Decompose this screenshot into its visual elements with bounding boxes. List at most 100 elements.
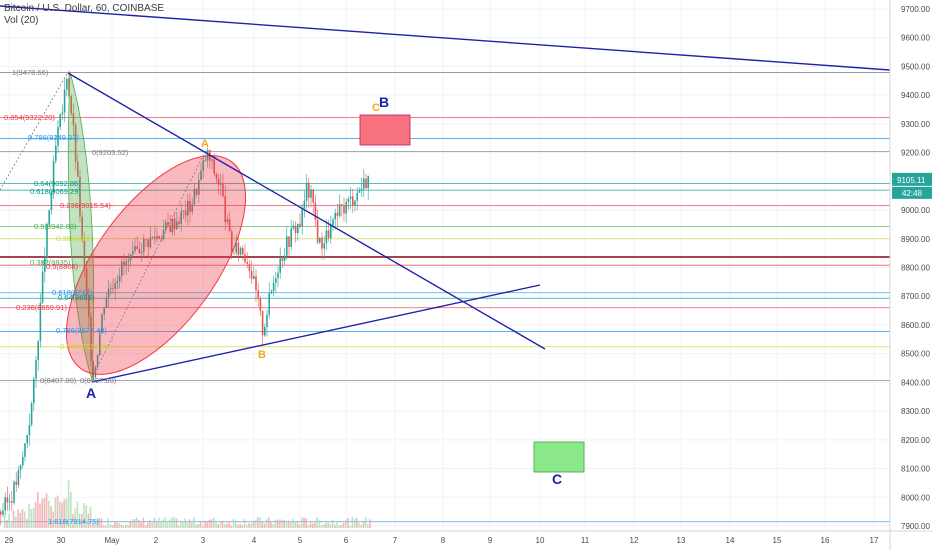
volume-bar xyxy=(45,493,48,528)
volume-bar xyxy=(243,519,246,528)
volume-bar xyxy=(325,522,327,528)
candle-body xyxy=(15,481,17,485)
volume-bar xyxy=(219,521,222,528)
time-axis-tick: 30 xyxy=(57,536,66,545)
candle-body xyxy=(270,291,273,294)
volume-bar xyxy=(252,521,255,528)
volume-bar xyxy=(294,520,296,528)
point-b-orange-label: B xyxy=(258,349,266,361)
fib-level-label: 0.64(8693) xyxy=(58,293,95,302)
volume-bar xyxy=(37,491,39,528)
candle-body xyxy=(239,247,242,255)
candle-body xyxy=(338,204,341,216)
trendline-upper[interactable] xyxy=(0,5,891,71)
time-axis-tick: 29 xyxy=(5,536,14,545)
volume-bar xyxy=(230,525,233,528)
candle-body xyxy=(336,212,339,216)
candle-body xyxy=(63,89,66,113)
red-ellipse-shape[interactable] xyxy=(32,126,280,404)
fib-level-label: 0.38(8900) xyxy=(56,234,93,243)
candle-body xyxy=(264,327,266,336)
candle-body xyxy=(343,205,345,214)
volume-bar xyxy=(327,521,329,528)
candle-body xyxy=(169,225,171,233)
volume-bar xyxy=(276,519,279,528)
volume-bar xyxy=(274,520,277,528)
volume-bar xyxy=(292,519,294,528)
green-pattern-shape[interactable] xyxy=(67,71,95,381)
volume-bar xyxy=(118,522,120,528)
candle-body xyxy=(26,435,28,444)
volume-bar xyxy=(149,520,151,528)
point-c-orange-label: C xyxy=(372,102,380,114)
candle-body xyxy=(154,236,156,239)
volume-bar xyxy=(336,521,338,528)
candle-body xyxy=(231,231,233,253)
time-axis-tick: 4 xyxy=(252,536,257,545)
candle-body xyxy=(211,159,213,161)
trendline-ascending[interactable] xyxy=(91,284,541,383)
candle-body xyxy=(228,219,231,232)
volume-bar xyxy=(151,522,153,528)
volume-bar xyxy=(217,524,219,528)
volume-bar xyxy=(129,521,131,528)
candle-body xyxy=(13,481,15,503)
point-c-blue-label: C xyxy=(552,471,562,487)
candle-body xyxy=(233,252,235,254)
candle-body xyxy=(200,170,202,181)
volume-bar xyxy=(340,524,343,528)
target-box-red[interactable] xyxy=(359,114,411,146)
candle-body xyxy=(198,180,200,195)
candle-body xyxy=(182,210,185,212)
volume-bar xyxy=(162,519,164,528)
volume-bar xyxy=(307,524,310,528)
candle-body xyxy=(72,113,75,125)
target-box-green[interactable] xyxy=(533,441,585,473)
candle-body xyxy=(226,219,229,223)
volume-bar xyxy=(248,523,250,528)
candle-body xyxy=(301,208,303,227)
time-axis-tick: 14 xyxy=(726,536,735,545)
trendline-descending[interactable] xyxy=(67,72,546,350)
price-axis-tick: 8300.00 xyxy=(901,407,930,416)
price-axis-tick: 8400.00 xyxy=(901,378,930,387)
volume-bar xyxy=(177,524,180,528)
time-axis-tick: 12 xyxy=(630,536,639,545)
volume-bar xyxy=(283,520,285,528)
candle-body xyxy=(123,261,125,266)
candle-body xyxy=(352,196,354,206)
volume-bar xyxy=(265,519,268,528)
candle-body xyxy=(358,190,361,193)
candle-body xyxy=(314,202,317,220)
symbol-title[interactable]: Bitcoin / U.S. Dollar, 60, COINBASE xyxy=(4,3,165,14)
price-axis-tick: 8000.00 xyxy=(901,493,930,502)
volume-bar xyxy=(4,512,6,528)
candle-body xyxy=(213,159,215,174)
candle-body xyxy=(55,145,57,161)
volume-bar xyxy=(87,513,90,528)
candle-body xyxy=(281,258,284,261)
fib-level-label: 0.5(8808) xyxy=(46,262,79,271)
volume-bar xyxy=(26,519,28,528)
fib-level-label: 0.236(9015.54) xyxy=(60,201,111,210)
volume-bar xyxy=(8,513,10,528)
volume-bar xyxy=(367,524,369,528)
price-axis-tick: 9500.00 xyxy=(901,62,930,71)
time-axis-tick: 5 xyxy=(298,536,303,545)
volume-bar xyxy=(369,519,371,528)
volume-bar xyxy=(329,523,332,528)
candle-body xyxy=(191,204,193,212)
fib-level-label: 0(8407.00) xyxy=(40,376,77,385)
countdown-value: 42:48 xyxy=(902,189,923,198)
candle-body xyxy=(145,238,147,240)
candle-body xyxy=(283,255,286,261)
candle-body xyxy=(222,184,224,197)
candle-body xyxy=(160,238,163,240)
volume-bar xyxy=(144,524,147,528)
volume-indicator-label[interactable]: Vol (20) xyxy=(4,15,39,26)
volume-bar xyxy=(298,524,301,528)
candle-body xyxy=(136,246,138,250)
candle-body xyxy=(253,276,255,279)
